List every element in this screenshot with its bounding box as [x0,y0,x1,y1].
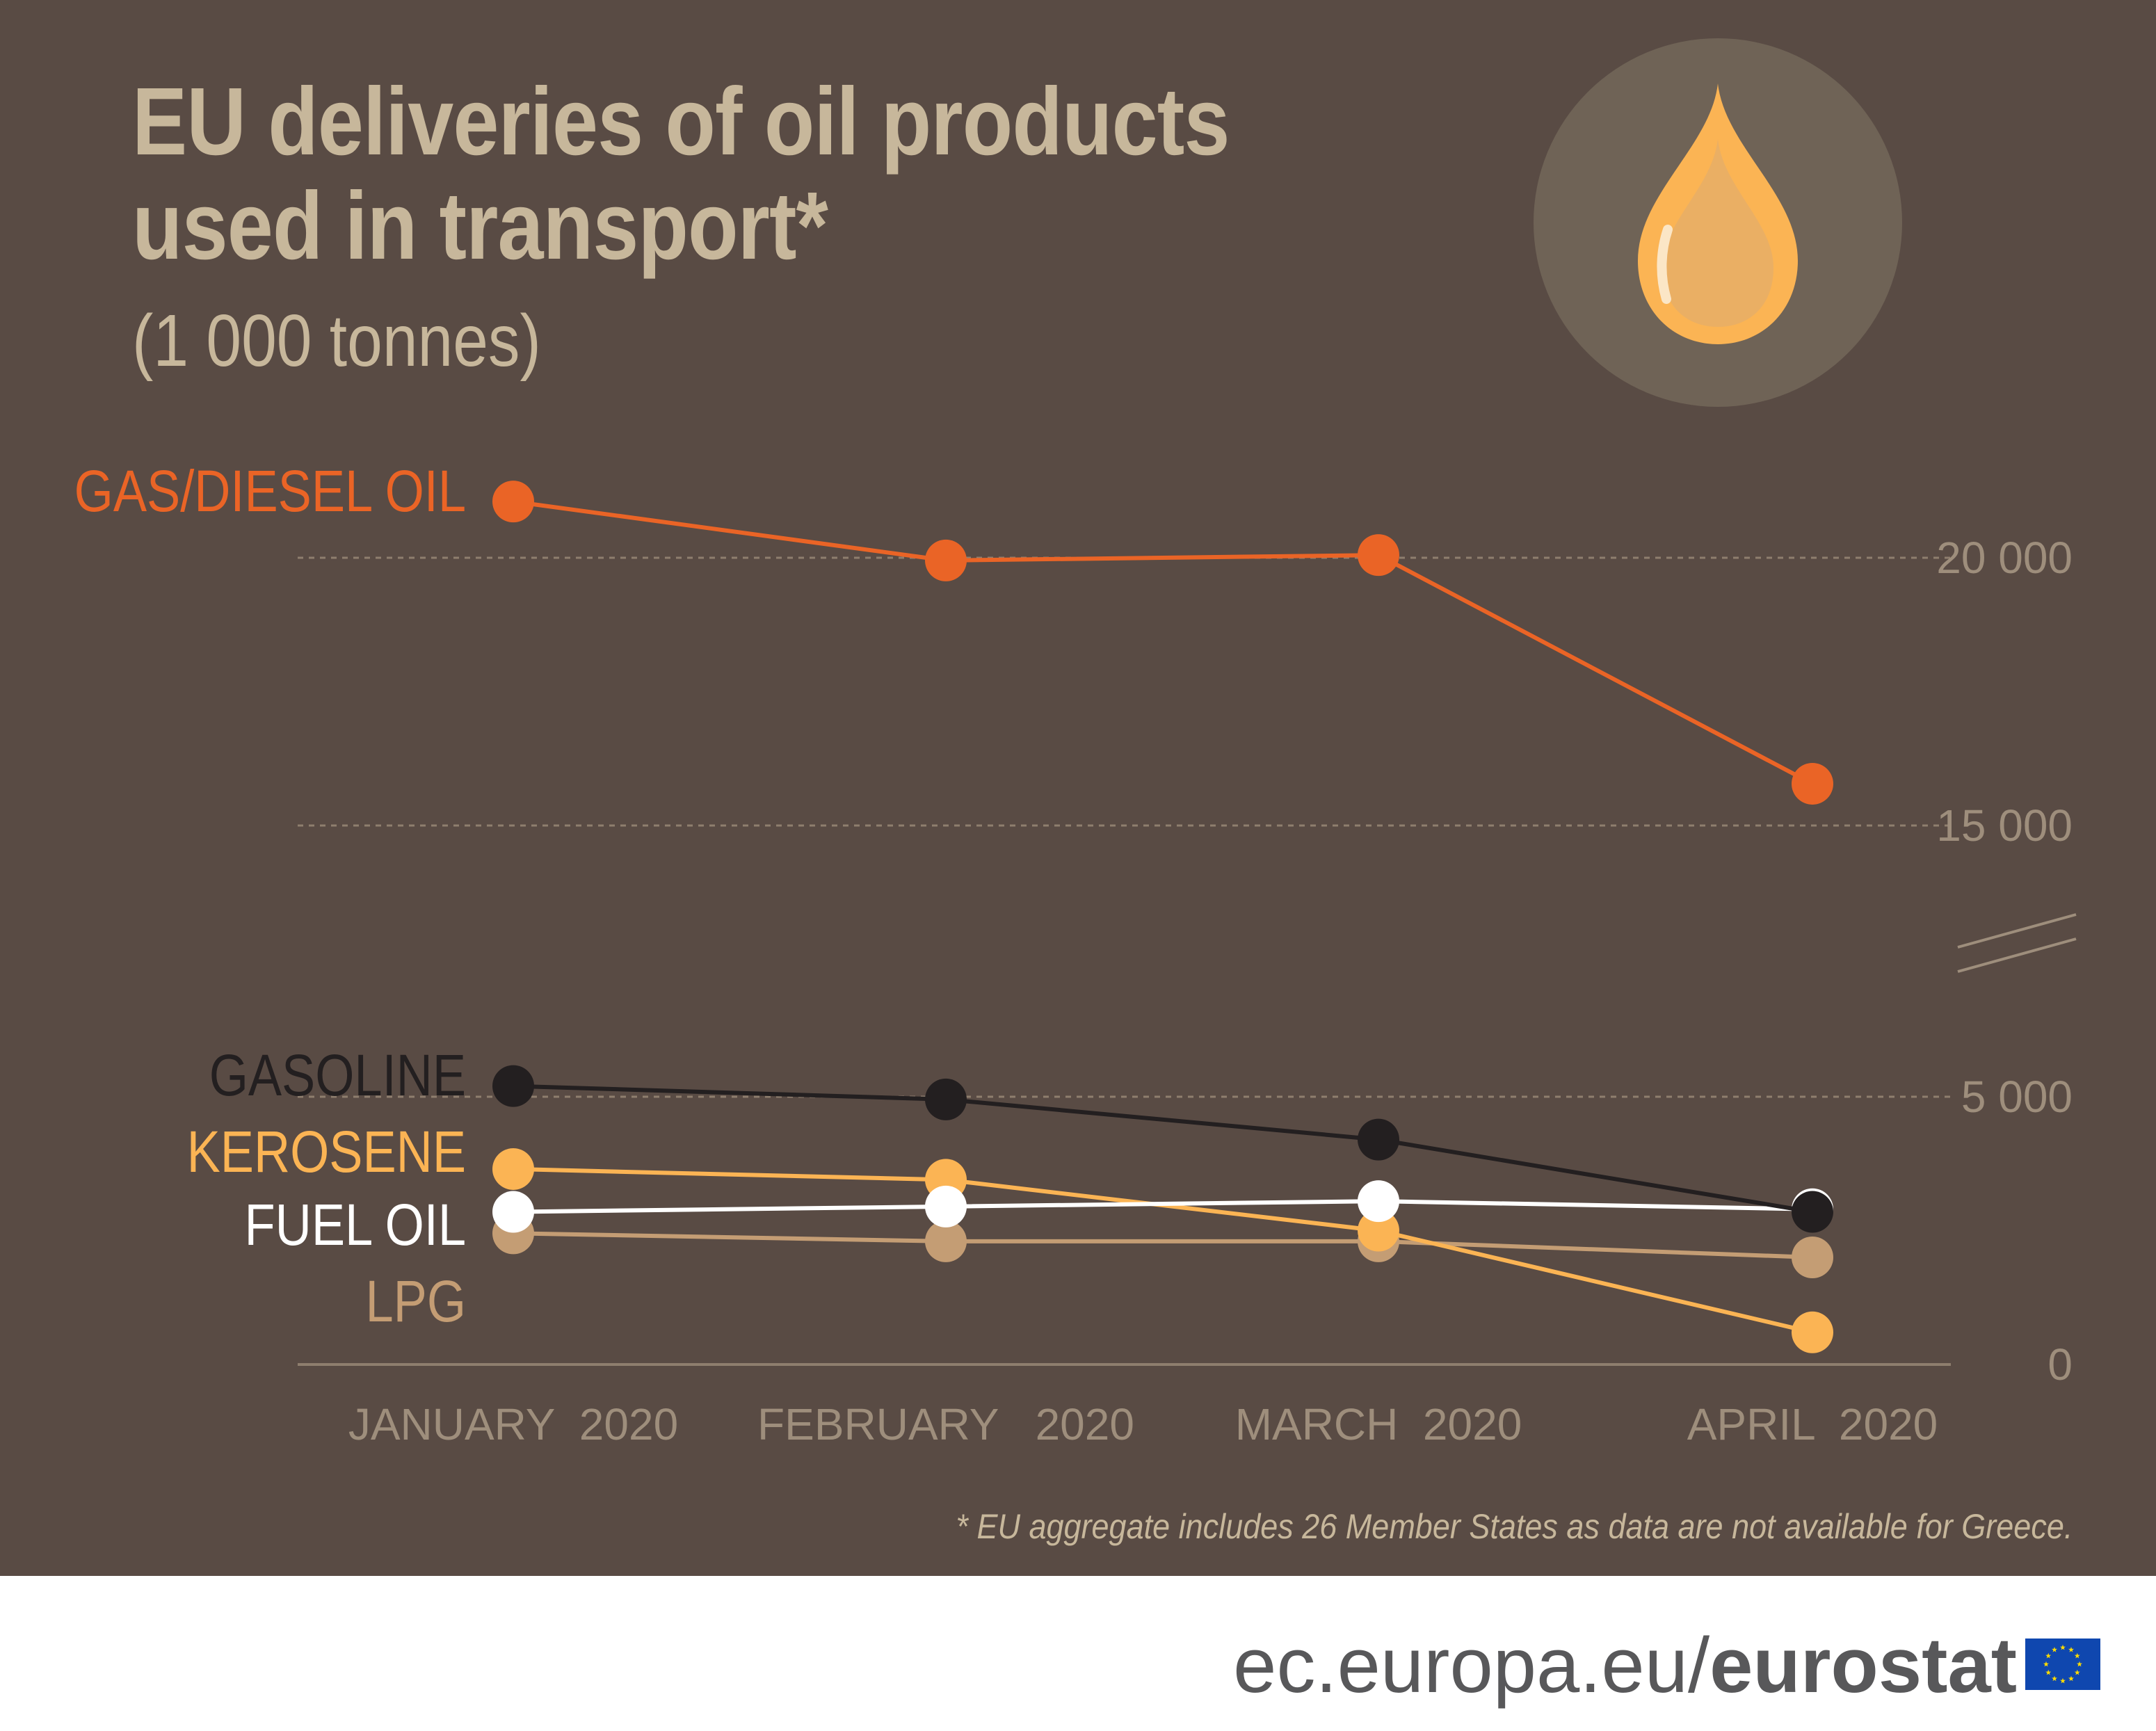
x-tick-label: MARCH 2020 [1235,1399,1522,1449]
flag-star [2077,1661,2082,1667]
series-line [513,1199,1813,1214]
y-tick-label: 0 [2048,1339,2073,1390]
series-lpg [492,1212,1833,1278]
series-fuel-oil [492,1180,1833,1233]
site-url-prefix: ec.europa.eu/ [1233,1622,1710,1709]
footer-bar [0,1576,2156,1731]
series-label: LPG [365,1269,466,1334]
data-point [492,1148,534,1190]
flag-star [2068,1647,2074,1652]
flag-star [2060,1644,2066,1650]
data-point [1792,762,1833,805]
data-point [1358,1180,1399,1223]
flag-star [2052,1675,2057,1682]
data-point [492,1065,534,1107]
x-tick-label: FEBRUARY 2020 [757,1399,1134,1449]
series-line [513,1084,1813,1214]
x-tick-label: JANUARY 2020 [348,1399,678,1449]
flag-star [2045,1652,2052,1659]
data-point [925,1078,967,1120]
line-chart: 20 000 15 000 5 000 0 JANUARY 2020 FEBRUARY … [74,38,2077,1449]
y-tick-label: 20 000 [1936,533,2073,583]
site-url-brand: eurostat [1709,1622,2017,1709]
data-point [492,1191,534,1233]
flag-star [2060,1677,2066,1684]
series-label: FUEL OIL [245,1192,466,1257]
series-gasoline [492,1065,1833,1233]
grid-lines [298,556,1951,1366]
flag-star [2043,1661,2049,1667]
series-label: GASOLINE [209,1042,466,1108]
series-gas-diesel-oil [492,481,1833,805]
data-point [1792,1311,1833,1353]
data-point [1358,1118,1399,1161]
oil-drop-icon [1534,38,1902,407]
data-point [925,539,967,581]
series-label: GAS/DIESEL OIL [74,458,466,524]
flag-star [2045,1669,2052,1675]
data-point [925,1185,967,1227]
eu-flag-icon [2025,1639,2100,1690]
chart-title: EU deliveries of oil products used in tr… [132,68,1230,280]
series-line [513,499,1814,786]
flag-star [2074,1669,2080,1675]
site-url[interactable]: ec.europa.eu/eurostat [1233,1620,2017,1711]
x-tick-label: APRIL 2020 [1687,1399,1938,1449]
flag-star [2052,1647,2057,1652]
data-point [925,1220,967,1262]
y-tick-label: 15 000 [1936,800,2073,851]
flag-star [2068,1675,2074,1682]
footnote: * EU aggregate includes 26 Member States… [956,1507,2073,1546]
x-axis-ticks: JANUARY 2020 FEBRUARY 2020 MARCH 2020 APRIL… [348,1399,1938,1449]
series-lines [492,481,1833,1353]
data-point [1358,1209,1399,1252]
data-point [1792,1191,1833,1233]
chart-subtitle: (1 000 tonnes) [132,300,541,382]
y-axis-ticks: 20 000 15 000 5 000 0 [1936,533,2073,1390]
series-line [513,1231,1813,1259]
data-point [1792,1237,1833,1278]
series-labels: GAS/DIESEL OIL GASOLINE KEROSENE FUEL OIL LP… [74,458,466,1334]
data-point [492,481,534,523]
series-label: KEROSENE [187,1119,466,1184]
y-tick-label: 5 000 [1961,1072,2073,1122]
flag-star [2074,1652,2080,1659]
data-point [1358,534,1399,577]
axis-break-marker [1957,913,2077,973]
